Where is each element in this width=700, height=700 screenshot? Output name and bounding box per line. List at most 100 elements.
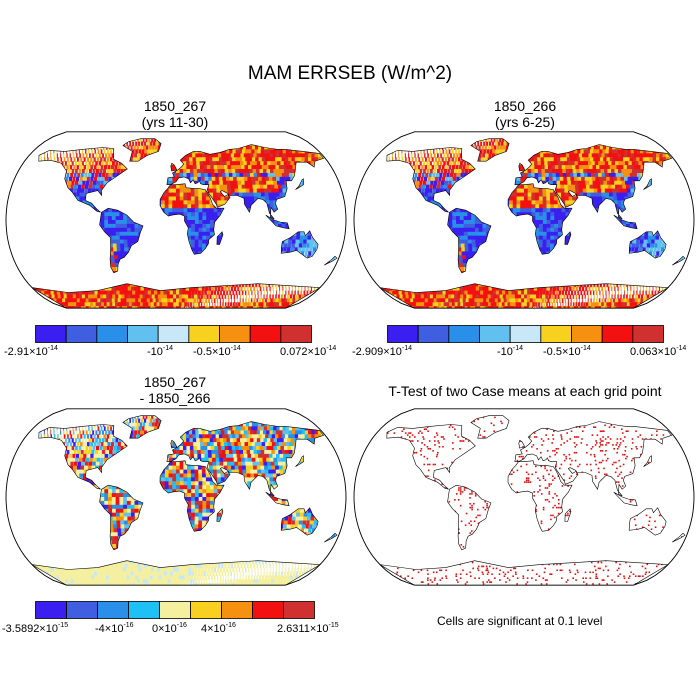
colorbar-label: -4×10-16 xyxy=(95,622,134,635)
coastline xyxy=(470,138,510,162)
coastline xyxy=(280,230,319,259)
coastline xyxy=(447,207,492,274)
panel-title-line: - 1850_266 xyxy=(139,390,211,406)
colorbar-label: -0.5×10-14 xyxy=(193,345,241,358)
coastline xyxy=(280,507,319,536)
colorbar-swatch xyxy=(448,325,480,343)
map-border xyxy=(5,131,347,309)
coastline xyxy=(672,532,686,543)
coastline xyxy=(122,415,162,439)
coastline xyxy=(170,439,178,449)
colorbar-label: 2.6311×10-15 xyxy=(277,622,339,635)
colorbar-swatch xyxy=(188,325,220,343)
coastline xyxy=(613,214,638,230)
coastline xyxy=(295,455,304,467)
colorbar-swatch xyxy=(417,325,450,343)
coastline xyxy=(447,484,492,551)
colorbar-swatch xyxy=(249,325,282,343)
colorbar-label: -2.91×10-14 xyxy=(4,345,58,358)
coastline xyxy=(628,507,667,536)
coastline xyxy=(613,491,638,507)
figure-title: MAM ERRSEB (W/m^2) xyxy=(247,63,453,84)
colorbar-swatch xyxy=(96,325,128,343)
colorbar-case1 xyxy=(35,325,312,343)
colorbar-label: -10-14 xyxy=(147,345,174,358)
coastline xyxy=(216,231,224,245)
coastline xyxy=(295,178,304,190)
colorbar-label: 0.063×10-14 xyxy=(630,345,687,358)
colorbar-swatch xyxy=(387,325,419,343)
coastline xyxy=(386,424,476,490)
colorbar-label: -2.909×10-14 xyxy=(352,345,412,358)
coastline xyxy=(324,255,338,266)
coastline xyxy=(514,144,673,220)
significance-note: Cells are significant at 0.1 level xyxy=(437,614,603,628)
coastline xyxy=(38,147,128,213)
map-border xyxy=(353,131,695,309)
panel-title-line: (yrs 6-25) xyxy=(495,114,555,130)
colorbar-difference xyxy=(35,601,315,619)
panel-title-line: 1850_266 xyxy=(493,98,557,114)
colorbar-swatch xyxy=(252,601,284,619)
colorbar-swatch xyxy=(35,601,67,619)
coastline xyxy=(122,138,162,162)
coastline xyxy=(507,183,573,255)
colorbar-label: 0×10-16 xyxy=(152,622,187,635)
coastline xyxy=(265,214,290,230)
coastline xyxy=(324,532,338,543)
colorbar-label: 0.072×10-14 xyxy=(280,345,337,358)
colorbar-swatch xyxy=(159,601,191,619)
panel-title-difference: 1850_267 - 1850_266 xyxy=(75,374,275,406)
colorbar-swatch xyxy=(190,601,222,619)
coastline xyxy=(564,508,572,522)
map-border xyxy=(353,408,695,586)
colorbar-swatch xyxy=(35,325,67,343)
colorbar-swatch xyxy=(219,325,251,343)
coastline xyxy=(386,147,476,213)
coastline xyxy=(507,460,573,532)
land-field xyxy=(379,138,685,309)
panel-title-line: T-Test of two Case means at each grid po… xyxy=(388,383,662,399)
coastline xyxy=(170,162,178,172)
coastline xyxy=(166,421,325,497)
panel-title-case2: 1850_266 (yrs 6-25) xyxy=(425,98,625,130)
coastline xyxy=(166,144,325,220)
coastline xyxy=(99,207,144,274)
colorbar-swatch xyxy=(66,601,98,619)
colorbar-swatch xyxy=(65,325,98,343)
colorbar-swatch xyxy=(632,325,664,343)
coastline xyxy=(518,439,526,449)
map-ttest xyxy=(353,408,695,586)
coastline xyxy=(643,178,652,190)
coastline xyxy=(216,508,224,522)
colorbar-swatch xyxy=(283,601,315,619)
colorbar-swatch xyxy=(127,325,159,343)
coastline xyxy=(159,460,225,532)
coastline xyxy=(518,162,526,172)
colorbar-swatch xyxy=(221,601,253,619)
colorbar-swatch xyxy=(479,325,511,343)
colorbar-case2 xyxy=(387,325,664,343)
colorbar-swatch xyxy=(509,325,542,343)
colorbar-swatch xyxy=(157,325,190,343)
colorbar-swatch xyxy=(97,601,129,619)
land-field xyxy=(31,415,337,586)
colorbar-label: -0.5×10-14 xyxy=(543,345,591,358)
coastline xyxy=(470,415,510,439)
coastline xyxy=(672,255,686,266)
panel-title-line: 1850_267 xyxy=(143,98,207,114)
coastline xyxy=(514,421,673,497)
map-case1 xyxy=(5,131,347,309)
colorbar-label: -3.5892×10-15 xyxy=(2,622,69,635)
coastline xyxy=(564,231,572,245)
land-field xyxy=(379,415,685,585)
colorbar-label: 4×10-16 xyxy=(201,622,236,635)
coastline xyxy=(643,455,652,467)
map-border xyxy=(5,408,347,586)
panel-title-line: (yrs 11-30) xyxy=(141,114,209,130)
colorbar-swatch xyxy=(128,601,160,619)
map-case2 xyxy=(353,131,695,309)
colorbar-label: -10-14 xyxy=(497,345,524,358)
colorbar-swatch xyxy=(601,325,634,343)
coastline xyxy=(159,183,225,255)
